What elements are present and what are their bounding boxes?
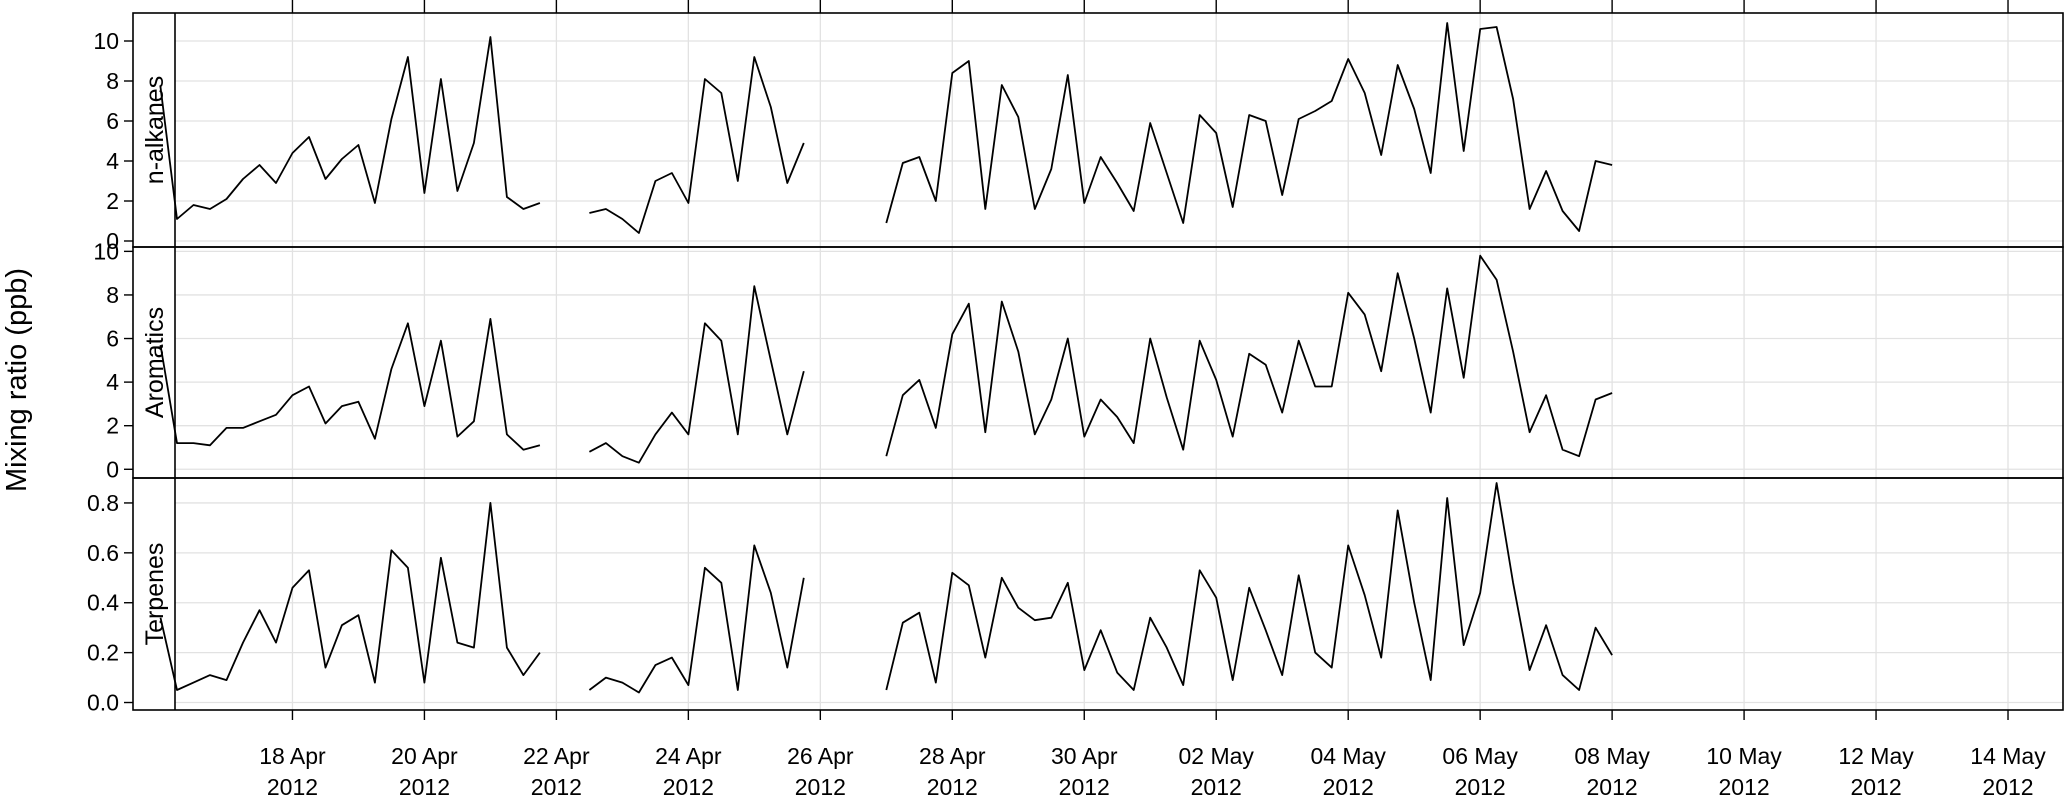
labels-layer: Mixing ratio (ppb) 0 2 4 6 8 10 n-alkanes 0 2 4 6 8… (1, 28, 2046, 800)
x-tick-year-label-7: 2012 (1191, 774, 1242, 797)
x-tick-label-2: 22 Apr (523, 743, 590, 769)
x-tick-label-7: 02 May (1179, 743, 1255, 769)
series-layer (159, 22, 1613, 694)
y-tick-label-1-4: 8 (106, 282, 119, 308)
axes-layer (124, 0, 2064, 720)
y-tick-label-0-0: 0 (106, 228, 119, 254)
grid-layer (175, 13, 2063, 710)
x-tick-label-8: 04 May (1310, 743, 1386, 769)
series-line-aromatics-1 (588, 285, 805, 464)
x-tick-year-label-13: 2012 (1982, 774, 2033, 797)
x-tick-year-label-11: 2012 (1718, 774, 1769, 797)
x-tick-label-11: 10 May (1706, 743, 1782, 769)
series-line-n-alkanes-0 (159, 36, 541, 220)
y-tick-label-0-5: 10 (93, 28, 119, 54)
y-tick-label-2-1: 0.2 (87, 640, 119, 666)
x-tick-label-4: 26 Apr (787, 743, 854, 769)
x-tick-label-13: 14 May (1970, 743, 2046, 769)
x-tick-year-label-1: 2012 (399, 774, 450, 797)
x-tick-year-label-6: 2012 (1059, 774, 1110, 797)
y-tick-label-1-3: 6 (106, 326, 119, 352)
x-tick-label-12: 12 May (1838, 743, 1914, 769)
y-tick-label-1-2: 4 (106, 369, 119, 395)
x-tick-year-label-12: 2012 (1850, 774, 1901, 797)
y-tick-label-1-0: 0 (106, 456, 119, 482)
x-tick-label-0: 18 Apr (259, 743, 326, 769)
x-tick-label-3: 24 Apr (655, 743, 722, 769)
panel-label-0: n-alkanes (141, 76, 169, 184)
series-line-aromatics-0 (159, 317, 541, 451)
series-line-terpenes-0 (159, 501, 541, 691)
series-line-terpenes-1 (588, 544, 805, 694)
y-axis-title: Mixing ratio (ppb) (1, 268, 33, 492)
y-tick-label-2-4: 0.8 (87, 490, 119, 516)
series-line-aromatics-2 (885, 254, 1613, 458)
x-tick-label-9: 06 May (1442, 743, 1518, 769)
x-tick-label-5: 28 Apr (919, 743, 986, 769)
panel-frame-2 (132, 477, 2064, 711)
series-line-terpenes-2 (885, 482, 1613, 691)
x-tick-year-label-2: 2012 (531, 774, 582, 797)
y-tick-label-1-1: 2 (106, 413, 119, 439)
x-tick-label-1: 20 Apr (391, 743, 458, 769)
x-tick-label-10: 08 May (1574, 743, 1650, 769)
panel-frame-1 (132, 246, 2064, 479)
y-tick-label-0-1: 2 (106, 188, 119, 214)
panel-frame-0 (132, 12, 2064, 248)
y-tick-label-2-3: 0.6 (87, 540, 119, 566)
y-tick-label-1-5: 10 (93, 238, 119, 264)
series-line-n-alkanes-1 (589, 56, 805, 234)
y-tick-label-2-2: 0.4 (87, 590, 119, 616)
x-tick-year-label-9: 2012 (1455, 774, 1506, 797)
y-tick-label-0-3: 6 (106, 108, 119, 134)
y-tick-label-2-0: 0.0 (87, 690, 119, 716)
x-tick-year-label-0: 2012 (267, 774, 318, 797)
x-tick-year-label-8: 2012 (1323, 774, 1374, 797)
series-line-n-alkanes-2 (885, 22, 1613, 232)
x-tick-label-6: 30 Apr (1051, 743, 1118, 769)
y-tick-label-0-2: 4 (106, 148, 119, 174)
x-tick-year-label-3: 2012 (663, 774, 714, 797)
panel-label-1: Aromatics (141, 307, 169, 418)
x-tick-year-label-4: 2012 (795, 774, 846, 797)
panel-label-2: Terpenes (141, 543, 169, 646)
x-tick-year-label-10: 2012 (1587, 774, 1638, 797)
y-tick-label-0-4: 8 (106, 68, 119, 94)
x-tick-year-label-5: 2012 (927, 774, 978, 797)
